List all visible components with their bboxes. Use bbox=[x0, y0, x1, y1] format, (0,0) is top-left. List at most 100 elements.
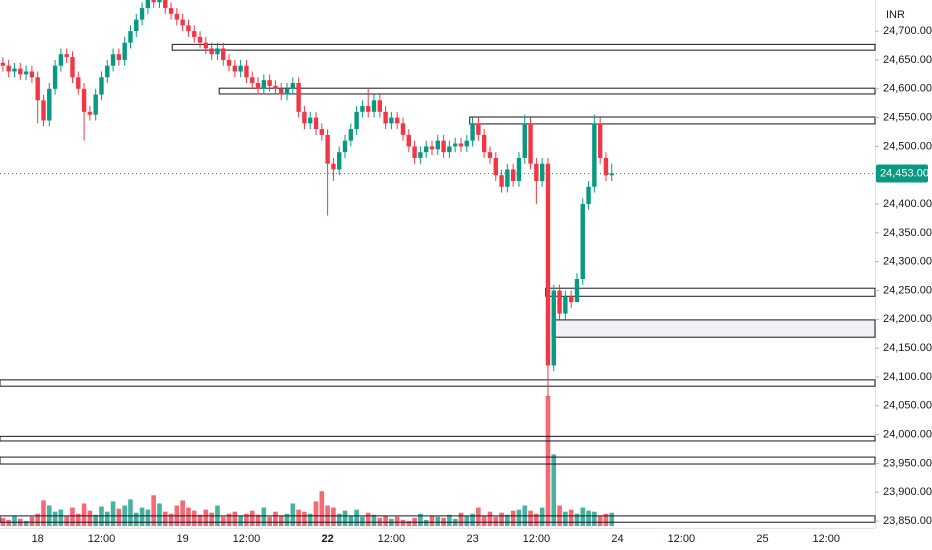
candle-body bbox=[64, 54, 69, 58]
candle-body bbox=[215, 48, 220, 55]
volume-bar bbox=[348, 515, 354, 526]
volume-bar bbox=[110, 501, 116, 526]
y-tick-label: 24,350.00 bbox=[883, 227, 932, 239]
candle-body bbox=[366, 106, 371, 112]
volume-bar bbox=[249, 510, 255, 526]
x-tick-label: 22 bbox=[321, 533, 333, 545]
volume-bar bbox=[487, 511, 493, 526]
candle-body bbox=[441, 140, 446, 153]
candle-body bbox=[168, 8, 174, 14]
candle-body bbox=[528, 123, 533, 164]
candle-body bbox=[580, 204, 585, 279]
zone bbox=[545, 287, 876, 297]
volume-bar bbox=[104, 511, 110, 526]
candle-body bbox=[458, 143, 464, 147]
y-tick-label: 24,500.00 bbox=[883, 140, 932, 152]
volume-bar bbox=[23, 520, 29, 526]
candle-body bbox=[255, 83, 261, 89]
volume-bar bbox=[458, 512, 464, 526]
zone bbox=[0, 515, 876, 523]
volume-bar bbox=[551, 454, 557, 526]
candle-body bbox=[273, 85, 278, 89]
candle-body bbox=[464, 140, 469, 147]
volume-bar bbox=[510, 510, 516, 526]
candle-body bbox=[510, 169, 516, 181]
volume-bar bbox=[342, 510, 348, 526]
candle-body bbox=[360, 106, 365, 112]
volume-bar bbox=[545, 396, 551, 526]
volume-bar bbox=[313, 501, 319, 526]
candle-body bbox=[400, 123, 406, 135]
volume-bar bbox=[447, 514, 452, 526]
x-tick-label: 12:00 bbox=[88, 533, 116, 545]
candle-body bbox=[429, 146, 435, 150]
candle-body bbox=[395, 117, 400, 124]
volume-bar bbox=[238, 515, 243, 526]
volume-bar bbox=[481, 515, 487, 526]
volume-bar bbox=[116, 508, 122, 526]
volume-bar bbox=[418, 513, 423, 526]
candle-body bbox=[186, 25, 191, 32]
candle-body bbox=[290, 83, 296, 89]
zone bbox=[0, 456, 876, 465]
candle-body bbox=[226, 59, 232, 66]
candle-body bbox=[99, 77, 104, 95]
y-tick-label: 24,200.00 bbox=[883, 313, 932, 325]
candle-body bbox=[377, 100, 383, 112]
candle-body bbox=[180, 19, 185, 26]
volume-bar bbox=[563, 511, 568, 526]
candle-body bbox=[145, 0, 151, 9]
candle-body bbox=[105, 65, 110, 78]
volume-bar bbox=[255, 514, 261, 526]
candle-body bbox=[412, 146, 417, 158]
volume-bar bbox=[81, 503, 87, 526]
volume-bar bbox=[35, 513, 40, 526]
volume-bar bbox=[580, 507, 586, 526]
volume-bar bbox=[191, 510, 197, 526]
candle-body bbox=[505, 169, 510, 187]
volume-bar bbox=[12, 515, 17, 526]
volume-bar bbox=[528, 510, 533, 526]
volume-bar bbox=[226, 513, 232, 526]
volume-bar bbox=[162, 511, 168, 526]
x-tick-label: 23 bbox=[466, 533, 478, 545]
volume-bar bbox=[267, 516, 272, 526]
candle-body bbox=[279, 88, 284, 95]
y-tick-label: 24,000.00 bbox=[883, 429, 932, 441]
candle-body bbox=[563, 296, 568, 314]
volume-bar bbox=[307, 513, 313, 526]
candle-body bbox=[116, 54, 122, 60]
zone bbox=[171, 43, 876, 51]
volume-bar bbox=[609, 512, 615, 526]
last-price-box bbox=[876, 164, 928, 183]
volume-bar bbox=[499, 512, 504, 526]
volume-bar bbox=[464, 515, 470, 526]
candle-body bbox=[383, 111, 388, 124]
candle-body bbox=[325, 134, 330, 164]
volume-bar bbox=[145, 509, 151, 526]
volume-bar bbox=[128, 499, 133, 526]
volume-bar bbox=[197, 514, 203, 526]
volume-bar bbox=[70, 507, 75, 526]
volume-bar bbox=[273, 511, 278, 526]
y-tick-label: 24,050.00 bbox=[883, 400, 932, 412]
volume-bar bbox=[331, 507, 336, 526]
candle-body bbox=[261, 80, 267, 89]
candle-body bbox=[203, 42, 209, 49]
candle-body bbox=[586, 186, 591, 205]
candle-body bbox=[12, 68, 17, 72]
candle-body bbox=[342, 140, 348, 153]
volume-bar bbox=[296, 509, 301, 526]
candle-body bbox=[423, 146, 429, 153]
volume-bar bbox=[244, 513, 249, 526]
volume-bar bbox=[354, 509, 359, 526]
candle-body bbox=[418, 152, 423, 158]
candle-body bbox=[539, 163, 545, 181]
volume-bar bbox=[505, 514, 510, 526]
candle-body bbox=[70, 57, 75, 78]
candle-body bbox=[296, 83, 301, 112]
candle-body bbox=[331, 163, 336, 170]
candle-body bbox=[406, 134, 411, 147]
volume-bar bbox=[29, 516, 35, 526]
volume-bar bbox=[597, 515, 603, 526]
